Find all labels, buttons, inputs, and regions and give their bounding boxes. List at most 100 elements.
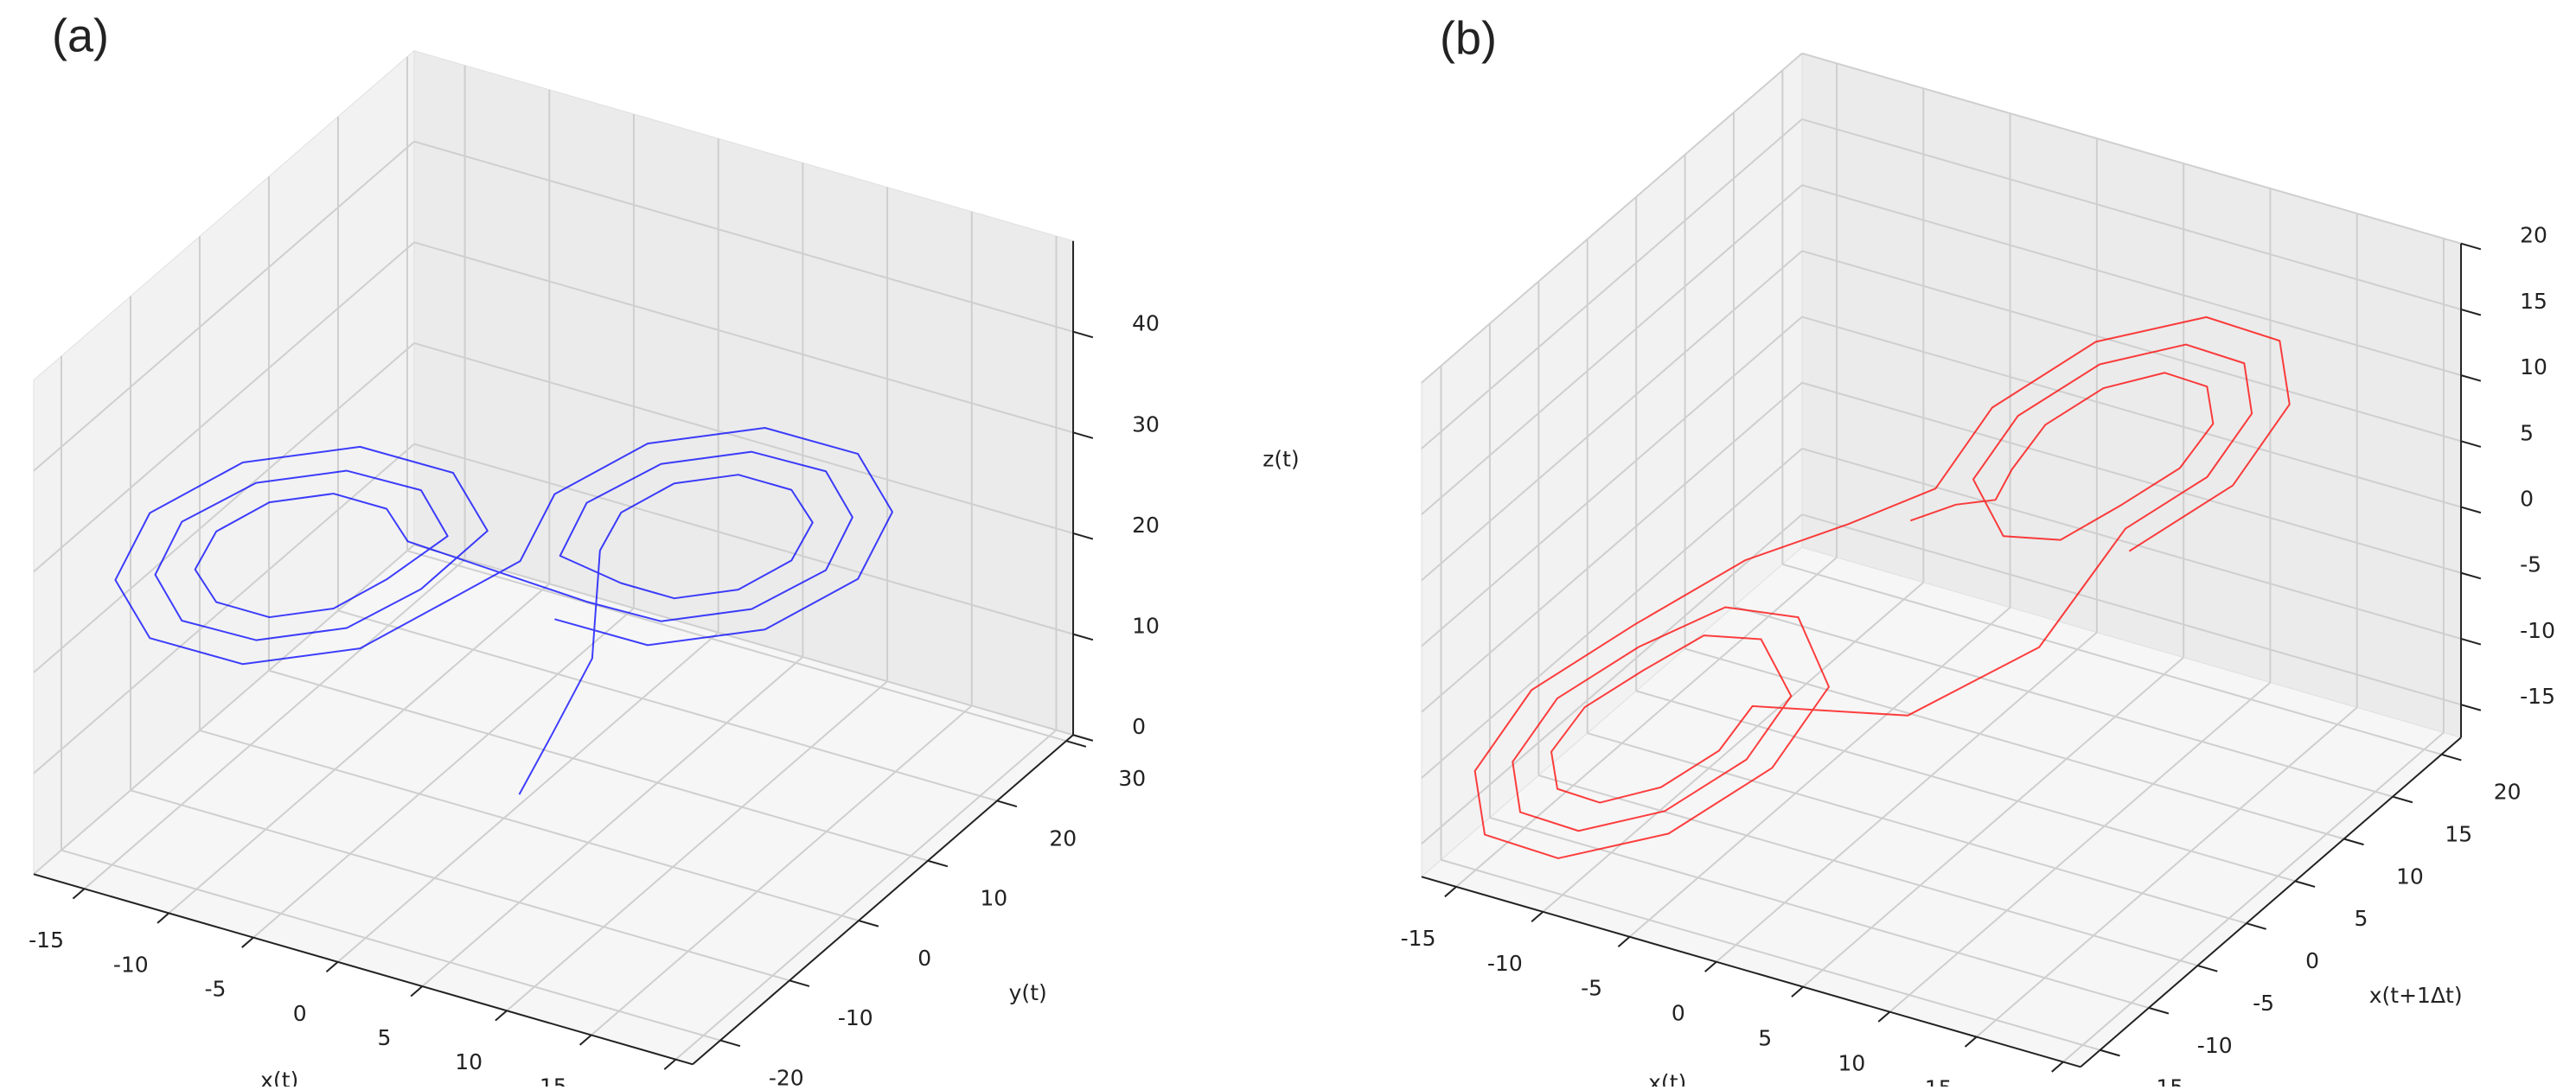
grid-line	[1716, 631, 2098, 963]
tick-mark	[1617, 936, 1631, 947]
x-tick-label: -15	[29, 927, 64, 953]
grid-line	[1801, 447, 2462, 640]
tick-mark	[241, 936, 254, 948]
x-axis-label: x(t)	[260, 1068, 298, 1087]
tick-mark	[2294, 880, 2316, 888]
panel-label: (b)	[1440, 12, 1497, 64]
grid-line	[591, 704, 973, 1036]
grid-line	[1455, 557, 1838, 888]
z-tick-label: -10	[2520, 618, 2555, 643]
grid-line	[674, 729, 1058, 1061]
grid-line	[1542, 582, 1924, 913]
x-tick-label: -5	[1581, 976, 1602, 1001]
z-tick-label: 40	[1132, 311, 1160, 336]
y-axis-label: x(t+1Δt)	[2369, 983, 2463, 1008]
tick-mark	[1072, 532, 1094, 540]
z-tick-label: 20	[1132, 513, 1160, 538]
trajectory	[114, 426, 893, 795]
tick-mark	[410, 985, 424, 998]
grid-line	[1782, 563, 2442, 755]
x-tick-label: 5	[1758, 1026, 1772, 1051]
tick-mark	[2392, 795, 2413, 804]
x-axis-label: x(t)	[1648, 1070, 1686, 1087]
grid-line	[1421, 52, 1803, 384]
grid-line	[1684, 647, 2344, 840]
y-tick-label: -5	[2253, 991, 2274, 1016]
x-tick-label: -5	[205, 977, 227, 1002]
panel: -15-10-505101520-20-100102030010203040x(…	[29, 10, 1300, 1090]
x-tick-label: -10	[113, 952, 149, 977]
grid-line	[33, 140, 415, 472]
grid-line	[168, 583, 550, 915]
z-tick-label: 5	[2520, 420, 2534, 445]
tick-mark	[495, 1010, 508, 1022]
tick-mark	[325, 961, 339, 973]
grid-line	[1538, 774, 2198, 967]
tick-mark	[663, 1058, 677, 1070]
tick-mark	[2460, 374, 2482, 382]
y-tick-label: -10	[838, 1005, 873, 1030]
x-tick-label: -10	[1487, 951, 1523, 976]
tick-mark	[1072, 431, 1094, 439]
y-tick-label: -15	[2148, 1075, 2183, 1087]
grid-line	[421, 656, 804, 987]
grid-line	[406, 550, 1067, 743]
grid-line	[1421, 250, 1803, 582]
grid-line	[1889, 681, 2272, 1013]
grid-line	[413, 443, 1074, 635]
grid-line	[199, 730, 860, 921]
y-axis-label: y(t)	[1009, 980, 1047, 1005]
tick-mark	[2460, 704, 2482, 711]
grid-line	[1628, 606, 2011, 938]
grid-line	[1801, 513, 2462, 706]
tick-mark	[789, 979, 810, 987]
grid-line	[337, 609, 998, 802]
grid-line	[1976, 706, 2358, 1038]
grid-line	[2062, 731, 2445, 1063]
tick-mark	[2460, 308, 2482, 316]
tick-mark	[2460, 571, 2482, 580]
z-tick-label: 15	[2520, 289, 2547, 314]
grid-line	[1801, 118, 2462, 310]
z-tick-label: 20	[2520, 223, 2547, 248]
tick-mark	[858, 920, 879, 927]
tick-mark	[1531, 911, 1544, 923]
x-tick-label: 0	[293, 1001, 307, 1026]
panel-label: (a)	[52, 10, 109, 61]
x-tick-label: 15	[540, 1074, 567, 1087]
tick-mark	[2460, 506, 2482, 514]
tick-mark	[1072, 734, 1094, 742]
tick-mark	[2441, 753, 2462, 762]
grid-line	[1421, 118, 1803, 449]
tick-mark	[1964, 1036, 1978, 1048]
grid-line	[413, 544, 1074, 736]
tick-mark	[719, 1039, 741, 1048]
tick-mark	[2051, 1061, 2064, 1073]
x-axis-line	[1421, 876, 2081, 1068]
grid-line	[1421, 184, 1803, 515]
grid-line	[33, 342, 415, 673]
z-tick-label: -5	[2520, 552, 2541, 577]
z-axis-label: z(t)	[1262, 446, 1299, 471]
grid-line	[1801, 316, 2462, 508]
x-tick-label: 15	[1925, 1076, 1953, 1087]
grid-line	[413, 241, 1074, 434]
x-tick-label: 0	[1672, 1001, 1685, 1026]
z-tick-label: 0	[2520, 486, 2534, 511]
tick-mark	[1072, 633, 1094, 641]
grid-line	[1421, 381, 1803, 713]
tick-mark	[578, 1034, 592, 1046]
tick-mark	[2460, 440, 2482, 448]
panel: -15 -10 -5 0 5 10 15 20 -15 -10 -5 0 5 10 15 20 -15 -10 -5…	[1401, 12, 2555, 1090]
tick-mark	[2460, 242, 2482, 251]
grid-line	[1733, 605, 2394, 798]
grid-line	[61, 849, 721, 1042]
y-tick-label: 20	[2494, 780, 2522, 805]
y-tick-label: 10	[2396, 864, 2424, 889]
tick-mark	[1072, 330, 1094, 339]
tick-mark	[157, 912, 169, 924]
x-tick-label: 10	[455, 1049, 483, 1074]
grid-line	[252, 607, 635, 939]
y-tick-label: 15	[2445, 822, 2472, 847]
